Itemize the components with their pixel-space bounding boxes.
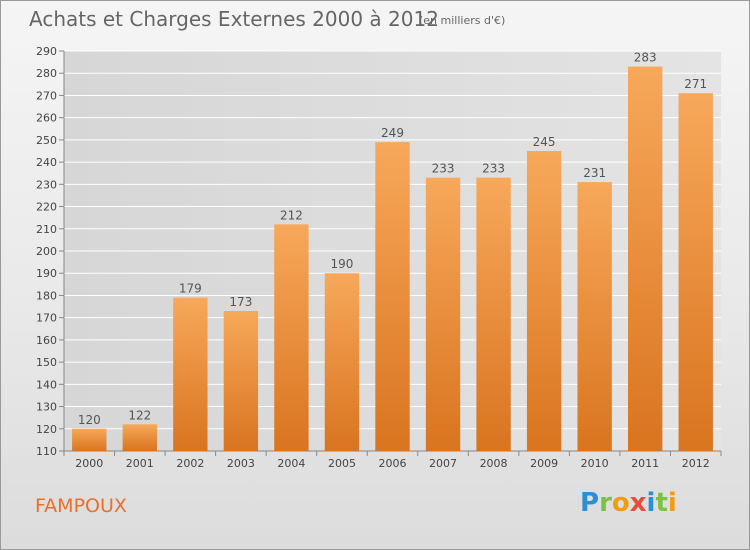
bar-2012: [678, 93, 713, 451]
y-tick-label: 240: [36, 156, 57, 169]
y-tick-label: 200: [36, 245, 57, 258]
y-tick-label: 110: [36, 445, 57, 458]
town-name: FAMPOUX: [35, 495, 127, 517]
y-tick-label: 190: [36, 267, 57, 280]
bar-2002: [173, 297, 208, 451]
bar-2000: [72, 428, 107, 451]
bar-2008: [476, 177, 511, 451]
bar-2007: [425, 177, 461, 451]
value-label-2007: 233: [432, 162, 455, 176]
proxiti-logo[interactable]: Proxiti: [580, 488, 677, 518]
value-label-2010: 231: [583, 166, 606, 180]
logo-letter: o: [611, 488, 630, 518]
value-label-2004: 212: [280, 208, 303, 222]
axis-layer: 110 120 130 140 150 160 170 180 190 200 210 220 230 2…: [36, 45, 722, 470]
x-tick-label-2002: 2002: [176, 457, 204, 470]
bar-2005: [324, 273, 360, 451]
value-label-2006: 249: [381, 126, 404, 140]
y-tick-label: 180: [36, 289, 57, 302]
x-tick-label-2006: 2006: [379, 457, 407, 470]
x-tick-label-2007: 2007: [429, 457, 457, 470]
y-tick-label: 140: [36, 378, 57, 391]
x-tick-label-2001: 2001: [126, 457, 154, 470]
x-tick-label-2008: 2008: [480, 457, 508, 470]
y-tick-label: 130: [36, 401, 57, 414]
logo-letter: r: [599, 488, 612, 518]
x-tick-label-2004: 2004: [277, 457, 305, 470]
logo-letter: x: [629, 488, 647, 518]
x-tick-label-2010: 2010: [581, 457, 609, 470]
logo-letter: i: [646, 488, 656, 518]
bar-2001: [122, 424, 157, 451]
value-label-2001: 122: [128, 408, 151, 422]
y-tick-label: 170: [36, 312, 57, 325]
y-tick-label: 210: [36, 223, 57, 236]
x-tick-label-2009: 2009: [530, 457, 558, 470]
x-tick-label-2003: 2003: [227, 457, 255, 470]
y-tick-label: 230: [36, 178, 57, 191]
logo-letter: i: [667, 488, 677, 518]
y-tick-label: 270: [36, 89, 57, 102]
bar-2009: [526, 151, 562, 451]
value-label-2009: 245: [533, 135, 556, 149]
x-tick-label-2011: 2011: [631, 457, 659, 470]
y-tick-label: 290: [36, 45, 57, 58]
bar-2006: [375, 142, 410, 451]
value-label-2005: 190: [331, 257, 354, 271]
bar-2011: [628, 66, 663, 452]
bar-2010: [577, 182, 612, 451]
chart-subtitle: (en milliers d'€): [419, 14, 506, 27]
chart-title: Achats et Charges Externes 2000 à 2012: [29, 7, 439, 31]
y-tick-label: 260: [36, 112, 57, 125]
logo-letter: t: [655, 488, 668, 518]
value-label-2003: 173: [229, 295, 252, 309]
label-layer: 120 122 179 173 212 190 249 233 233 245 231 283 271: [78, 51, 707, 427]
y-tick-label: 120: [36, 423, 57, 436]
value-label-2002: 179: [179, 282, 202, 296]
y-tick-label: 150: [36, 356, 57, 369]
value-label-2012: 271: [684, 77, 707, 91]
x-tick-label-2000: 2000: [75, 457, 103, 470]
y-tick-label: 280: [36, 67, 57, 80]
bar-2003: [223, 311, 259, 451]
y-tick-label: 160: [36, 334, 57, 347]
y-tick-label: 220: [36, 201, 57, 214]
x-tick-label-2012: 2012: [682, 457, 710, 470]
value-label-2008: 233: [482, 162, 505, 176]
value-label-2011: 283: [634, 51, 657, 65]
logo-letter: P: [580, 488, 600, 518]
y-tick-label: 250: [36, 134, 57, 147]
x-tick-label-2005: 2005: [328, 457, 356, 470]
bar-2004: [274, 224, 309, 451]
bar-layer: [72, 66, 713, 452]
value-label-2000: 120: [78, 413, 101, 427]
